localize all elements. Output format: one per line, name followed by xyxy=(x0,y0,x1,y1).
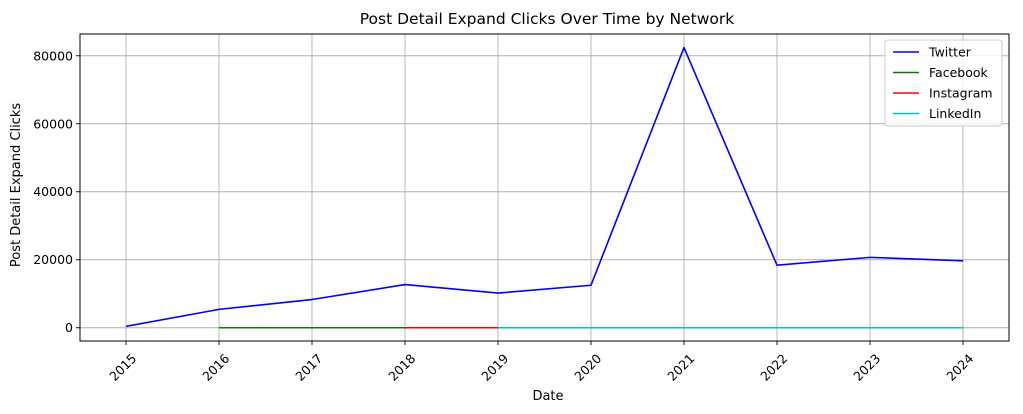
x-tick-label: 2020 xyxy=(571,351,604,384)
x-tick-label: 2023 xyxy=(850,351,883,384)
x-tick-label: 2015 xyxy=(106,351,139,384)
x-tick-label: 2016 xyxy=(199,351,232,384)
legend-label-instagram: Instagram xyxy=(929,86,993,101)
y-axis: 0 20000 40000 60000 80000 xyxy=(33,48,80,335)
x-axis-title: Date xyxy=(532,389,563,404)
y-axis-title: Post Detail Expand Clicks xyxy=(9,103,24,267)
series-lines xyxy=(125,46,964,329)
x-axis: 2015 2016 2017 2018 2019 2020 2021 2022 2023 2024 xyxy=(106,341,976,384)
legend-label-facebook: Facebook xyxy=(929,65,988,80)
legend-box xyxy=(884,39,1003,127)
x-tick-label: 2017 xyxy=(292,351,325,384)
plot-frame xyxy=(79,33,1010,342)
legend-label-linkedin: LinkedIn xyxy=(929,106,981,121)
series-line-twitter xyxy=(125,46,964,328)
x-tick-label: 2024 xyxy=(943,351,976,384)
legend-label-twitter: Twitter xyxy=(928,45,972,60)
x-tick-label: 2021 xyxy=(664,351,697,384)
x-tick-label: 2022 xyxy=(757,351,790,384)
y-tick-label: 20000 xyxy=(33,252,73,267)
legend: Twitter Facebook Instagram LinkedIn xyxy=(884,39,1003,127)
x-tick-label: 2018 xyxy=(385,351,418,384)
y-tick-label: 80000 xyxy=(33,48,73,63)
y-tick-label: 60000 xyxy=(33,116,73,131)
x-tick-label: 2019 xyxy=(478,351,511,384)
chart-title: Post Detail Expand Clicks Over Time by N… xyxy=(360,10,735,28)
y-tick-label: 40000 xyxy=(33,184,73,199)
y-tick-label: 0 xyxy=(65,320,73,335)
grid xyxy=(80,34,1009,341)
